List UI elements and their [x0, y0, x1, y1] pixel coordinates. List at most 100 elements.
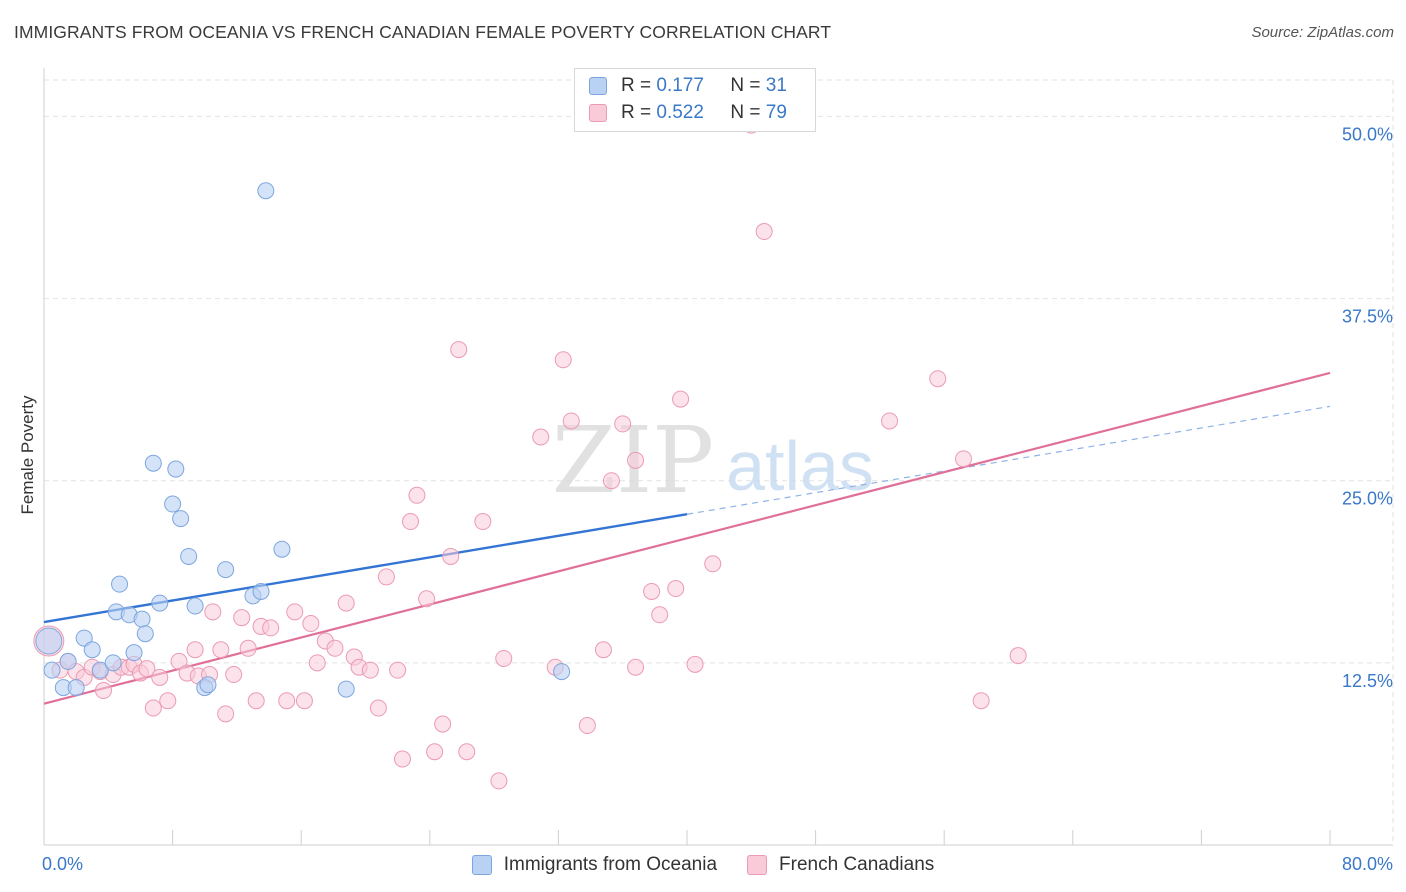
point-french-canadians	[458, 743, 476, 761]
legend-row-french-canadians: R = 0.522 N = 79	[589, 101, 787, 125]
point-immigrants-from-oceania	[104, 654, 122, 672]
point-french-canadians	[262, 619, 280, 637]
point-immigrants-from-oceania	[180, 547, 198, 565]
point-french-canadians	[402, 513, 420, 531]
point-french-canadians	[562, 412, 580, 430]
point-immigrants-from-oceania	[35, 627, 63, 655]
y-tick-label: 50.0%	[1342, 124, 1393, 144]
point-immigrants-from-oceania	[337, 680, 355, 698]
point-french-canadians	[217, 705, 235, 723]
point-french-canadians	[495, 649, 513, 667]
legend-row-oceania: R = 0.177 N = 31	[589, 74, 787, 98]
series-immigrants-from-oceania	[35, 182, 571, 698]
point-immigrants-from-oceania	[59, 652, 77, 670]
bottom-legend-swatch-blue	[471, 855, 492, 875]
y-tick-label: 25.0%	[1342, 489, 1393, 509]
point-french-canadians	[138, 660, 156, 678]
point-french-canadians	[954, 450, 972, 468]
point-french-canadians	[247, 692, 265, 710]
legend-box: R = 0.177 N = 31 R = 0.522 N = 79	[574, 68, 816, 132]
point-immigrants-from-oceania	[252, 582, 270, 600]
point-immigrants-from-oceania	[67, 679, 85, 697]
bottom-legend-oceania: Immigrants from Oceania	[471, 854, 718, 876]
point-french-canadians	[170, 652, 188, 670]
point-french-canadians	[337, 594, 355, 612]
point-french-canadians	[704, 555, 722, 573]
point-french-canadians	[881, 412, 899, 430]
legend-r-label: R =	[621, 75, 652, 96]
bottom-legend-french-canadians: French Canadians	[747, 854, 934, 876]
point-french-canadians	[532, 428, 550, 446]
point-french-canadians	[929, 370, 947, 388]
watermark: ZIP atlas	[552, 407, 874, 514]
trend-line-french-canadians	[43, 371, 1331, 705]
legend-r-value: 0.177	[656, 75, 704, 96]
trend-lines	[43, 371, 1331, 705]
point-french-canadians	[627, 658, 645, 676]
point-french-canadians	[369, 699, 387, 717]
point-french-canadians	[377, 568, 395, 586]
point-french-canadians	[594, 641, 612, 659]
point-immigrants-from-oceania	[111, 575, 129, 593]
point-immigrants-from-oceania	[125, 644, 143, 662]
point-french-canadians	[755, 223, 773, 241]
point-french-canadians	[1009, 647, 1027, 665]
point-french-canadians	[278, 692, 296, 710]
legend-r-value: 0.522	[656, 102, 704, 123]
point-french-canadians	[490, 772, 508, 790]
point-french-canadians	[418, 590, 436, 608]
legend-swatch-blue	[589, 77, 607, 95]
bottom-legend-swatch-pink	[747, 855, 768, 875]
point-immigrants-from-oceania	[75, 629, 93, 647]
point-french-canadians	[144, 699, 162, 717]
point-french-canadians	[667, 580, 685, 598]
legend-r-label: R =	[621, 102, 652, 123]
x-tick-label: 0.0%	[42, 854, 83, 874]
point-french-canadians	[186, 641, 204, 659]
point-immigrants-from-oceania	[91, 661, 109, 679]
point-french-canadians	[308, 654, 326, 672]
point-immigrants-from-oceania	[133, 610, 151, 628]
point-french-canadians	[159, 692, 177, 710]
point-french-canadians	[361, 661, 379, 679]
point-french-canadians	[204, 603, 222, 621]
point-french-canadians	[686, 655, 704, 673]
point-immigrants-from-oceania	[199, 676, 217, 694]
point-immigrants-from-oceania	[144, 454, 162, 472]
point-french-canadians	[434, 715, 452, 733]
watermark-atlas: atlas	[726, 427, 874, 505]
point-french-canadians	[554, 351, 572, 369]
point-immigrants-from-oceania	[83, 641, 101, 659]
bottom-legend-label: French Canadians	[779, 854, 935, 875]
point-french-canadians	[643, 582, 661, 600]
point-french-canadians	[286, 603, 304, 621]
bottom-legend-label: Immigrants from Oceania	[503, 854, 718, 875]
legend-n-label: N =	[730, 75, 761, 96]
point-french-canadians	[651, 606, 669, 624]
point-french-canadians	[442, 547, 460, 565]
point-french-canadians	[302, 615, 320, 633]
point-immigrants-from-oceania	[164, 495, 182, 513]
point-immigrants-from-oceania	[257, 182, 275, 200]
point-immigrants-from-oceania	[273, 540, 291, 558]
legend-n-label: N =	[730, 102, 761, 123]
point-french-canadians	[474, 513, 492, 531]
point-french-canadians	[295, 692, 313, 710]
bottom-legend: Immigrants from Oceania French Canadians	[0, 852, 1406, 878]
trend-line-oceania	[43, 513, 688, 624]
point-french-canadians	[627, 451, 645, 469]
point-french-canadians	[972, 692, 990, 710]
point-french-canadians	[672, 390, 690, 408]
point-immigrants-from-oceania	[172, 510, 190, 528]
grid-lines	[44, 79, 1394, 845]
trend-line-oceania-dashed	[686, 405, 1331, 515]
point-french-canadians	[602, 472, 620, 490]
point-french-canadians	[151, 668, 169, 686]
point-french-canadians	[578, 717, 596, 735]
point-immigrants-from-oceania	[43, 661, 61, 679]
point-french-canadians	[450, 341, 468, 359]
point-immigrants-from-oceania	[167, 460, 185, 478]
chart-title: IMMIGRANTS FROM OCEANIA VS FRENCH CANADI…	[14, 22, 832, 42]
x-tick-label: 80.0%	[1342, 854, 1393, 874]
